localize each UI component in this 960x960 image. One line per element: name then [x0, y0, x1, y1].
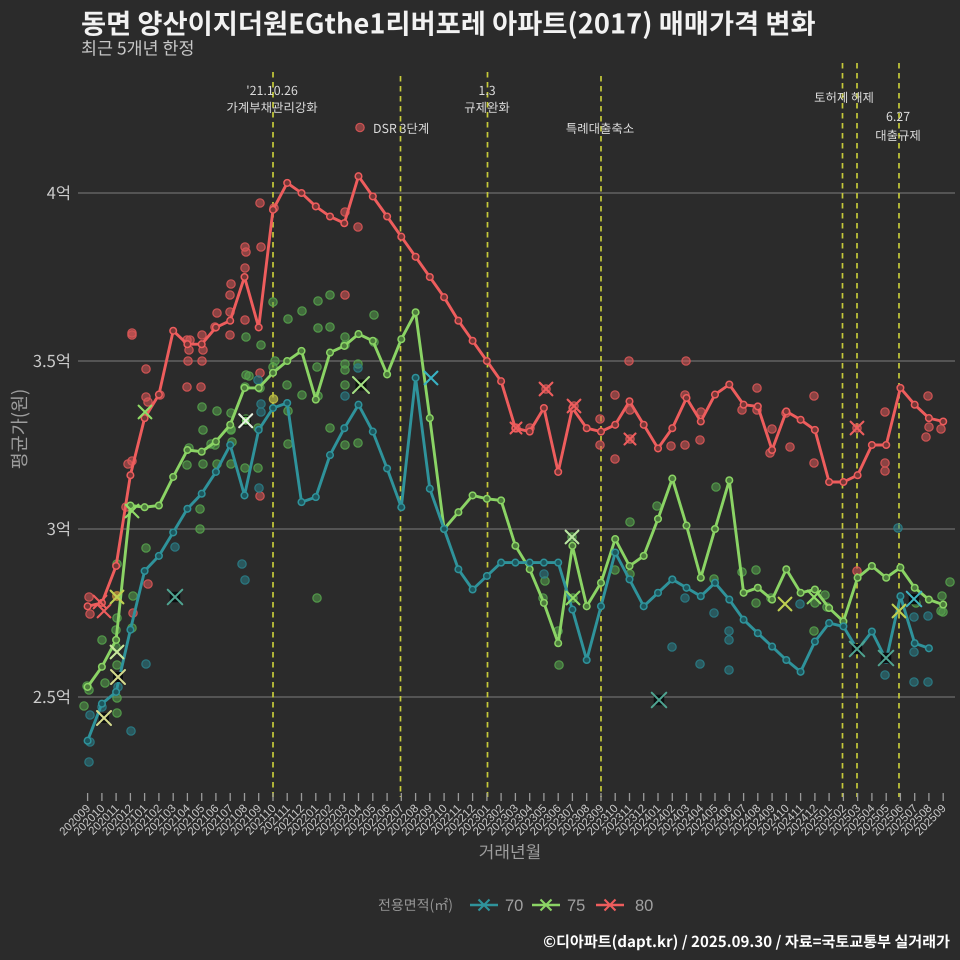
- svg-text:70: 70: [505, 897, 523, 915]
- svg-text:75: 75: [567, 897, 585, 915]
- svg-text:80: 80: [635, 897, 653, 915]
